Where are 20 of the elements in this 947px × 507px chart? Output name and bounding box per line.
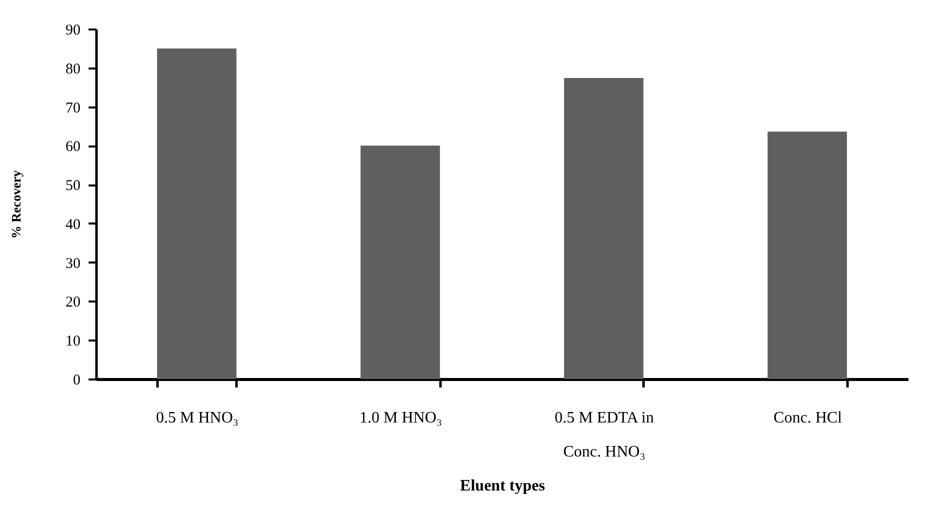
y-tick-label: 50 xyxy=(66,178,80,194)
x-axis-title: Eluent types xyxy=(460,478,545,494)
x-tick-label: 0.5 M HNO₃ xyxy=(156,410,238,426)
bar xyxy=(768,132,847,379)
y-tick-label: 40 xyxy=(66,216,80,233)
bar xyxy=(564,78,644,379)
y-tick-label: 90 xyxy=(66,22,80,38)
y-axis-title: % Recovery xyxy=(8,170,24,239)
y-tick-label: 20 xyxy=(66,294,80,311)
bar xyxy=(360,146,440,379)
x-tick-label: 0.5 M EDTA in Conc. HNO₃ xyxy=(554,410,654,460)
x-tick-label: Conc. HCl xyxy=(774,410,843,426)
y-tick-label: 70 xyxy=(66,100,80,116)
y-tick-label: 10 xyxy=(66,334,80,350)
x-tick-label: 1.0 M HNO₃ xyxy=(360,410,442,426)
y-tick-label: 30 xyxy=(66,256,80,272)
y-tick-label: 60 xyxy=(66,139,80,156)
y-tick-label: 0 xyxy=(73,372,80,388)
bar xyxy=(157,48,236,379)
y-tick-label: 80 xyxy=(66,61,80,78)
